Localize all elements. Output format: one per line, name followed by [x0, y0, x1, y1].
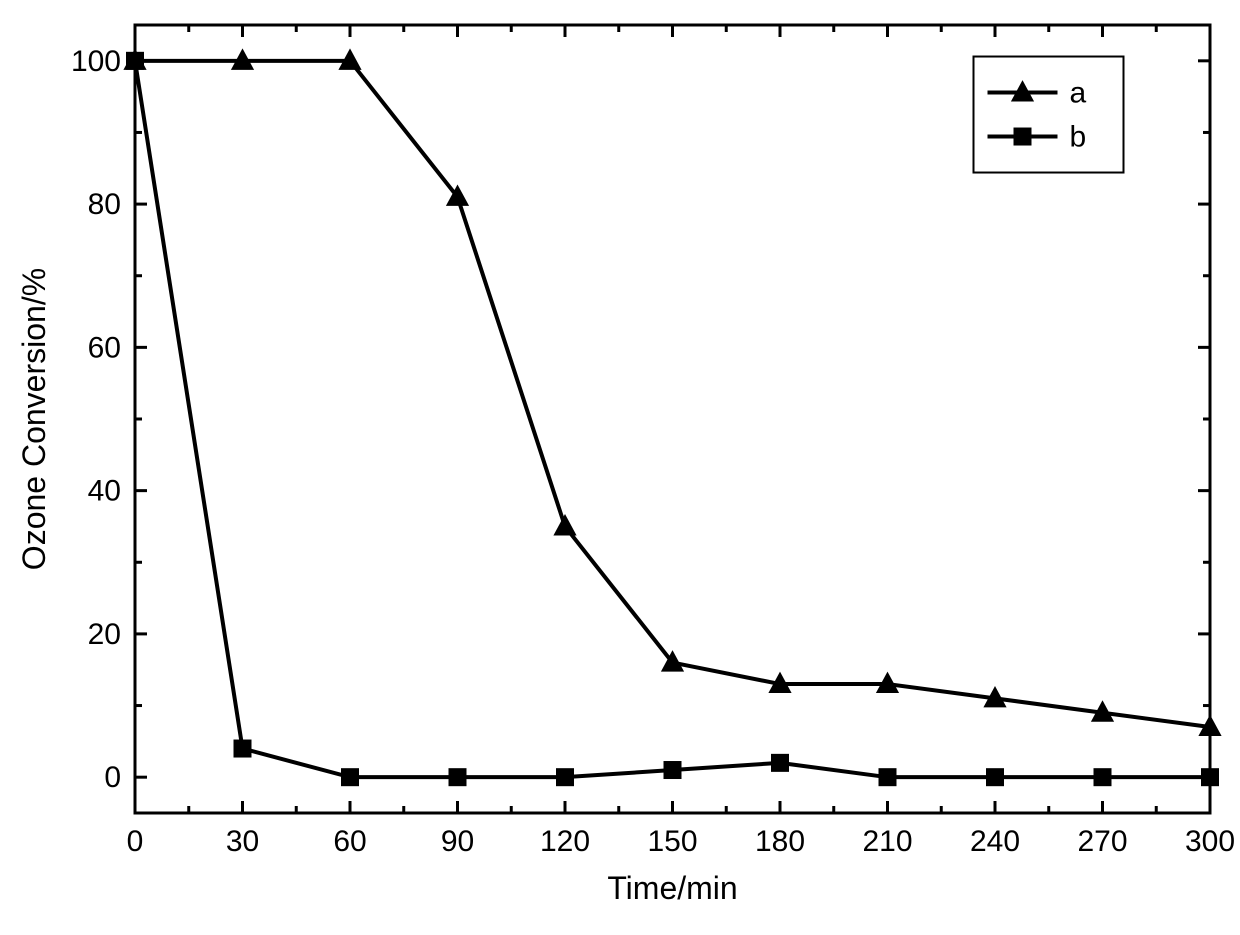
x-tick-label: 30 — [226, 825, 259, 858]
x-tick-label: 270 — [1077, 825, 1127, 858]
marker-square — [1014, 128, 1032, 146]
x-tick-label: 90 — [441, 825, 474, 858]
marker-square — [879, 768, 897, 786]
y-tick-label: 0 — [104, 761, 121, 794]
y-tick-label: 60 — [88, 331, 121, 364]
x-tick-label: 240 — [970, 825, 1020, 858]
marker-square — [986, 768, 1004, 786]
marker-square — [449, 768, 467, 786]
x-tick-label: 60 — [333, 825, 366, 858]
x-tick-label: 300 — [1185, 825, 1235, 858]
marker-square — [1201, 768, 1219, 786]
marker-square — [556, 768, 574, 786]
legend-label-a: a — [1070, 77, 1087, 110]
x-tick-label: 180 — [755, 825, 805, 858]
marker-square — [341, 768, 359, 786]
y-axis-label: Ozone Conversion/% — [16, 268, 52, 570]
marker-square — [664, 761, 682, 779]
x-tick-label: 150 — [647, 825, 697, 858]
y-tick-label: 80 — [88, 188, 121, 221]
marker-square — [1094, 768, 1112, 786]
marker-square — [771, 754, 789, 772]
y-tick-label: 20 — [88, 618, 121, 651]
y-tick-label: 100 — [71, 45, 121, 78]
marker-square — [234, 740, 252, 758]
legend-box — [974, 57, 1124, 173]
legend-label-b: b — [1070, 121, 1087, 154]
x-tick-label: 0 — [127, 825, 144, 858]
x-axis-label: Time/min — [607, 870, 737, 906]
x-tick-label: 210 — [862, 825, 912, 858]
x-tick-label: 120 — [540, 825, 590, 858]
ozone-conversion-chart: 0 30 60 90 120 150 180 210 240 270 300 0 20 40 60 80 100… — [0, 0, 1240, 935]
marker-square — [126, 52, 144, 70]
y-tick-label: 40 — [88, 475, 121, 508]
